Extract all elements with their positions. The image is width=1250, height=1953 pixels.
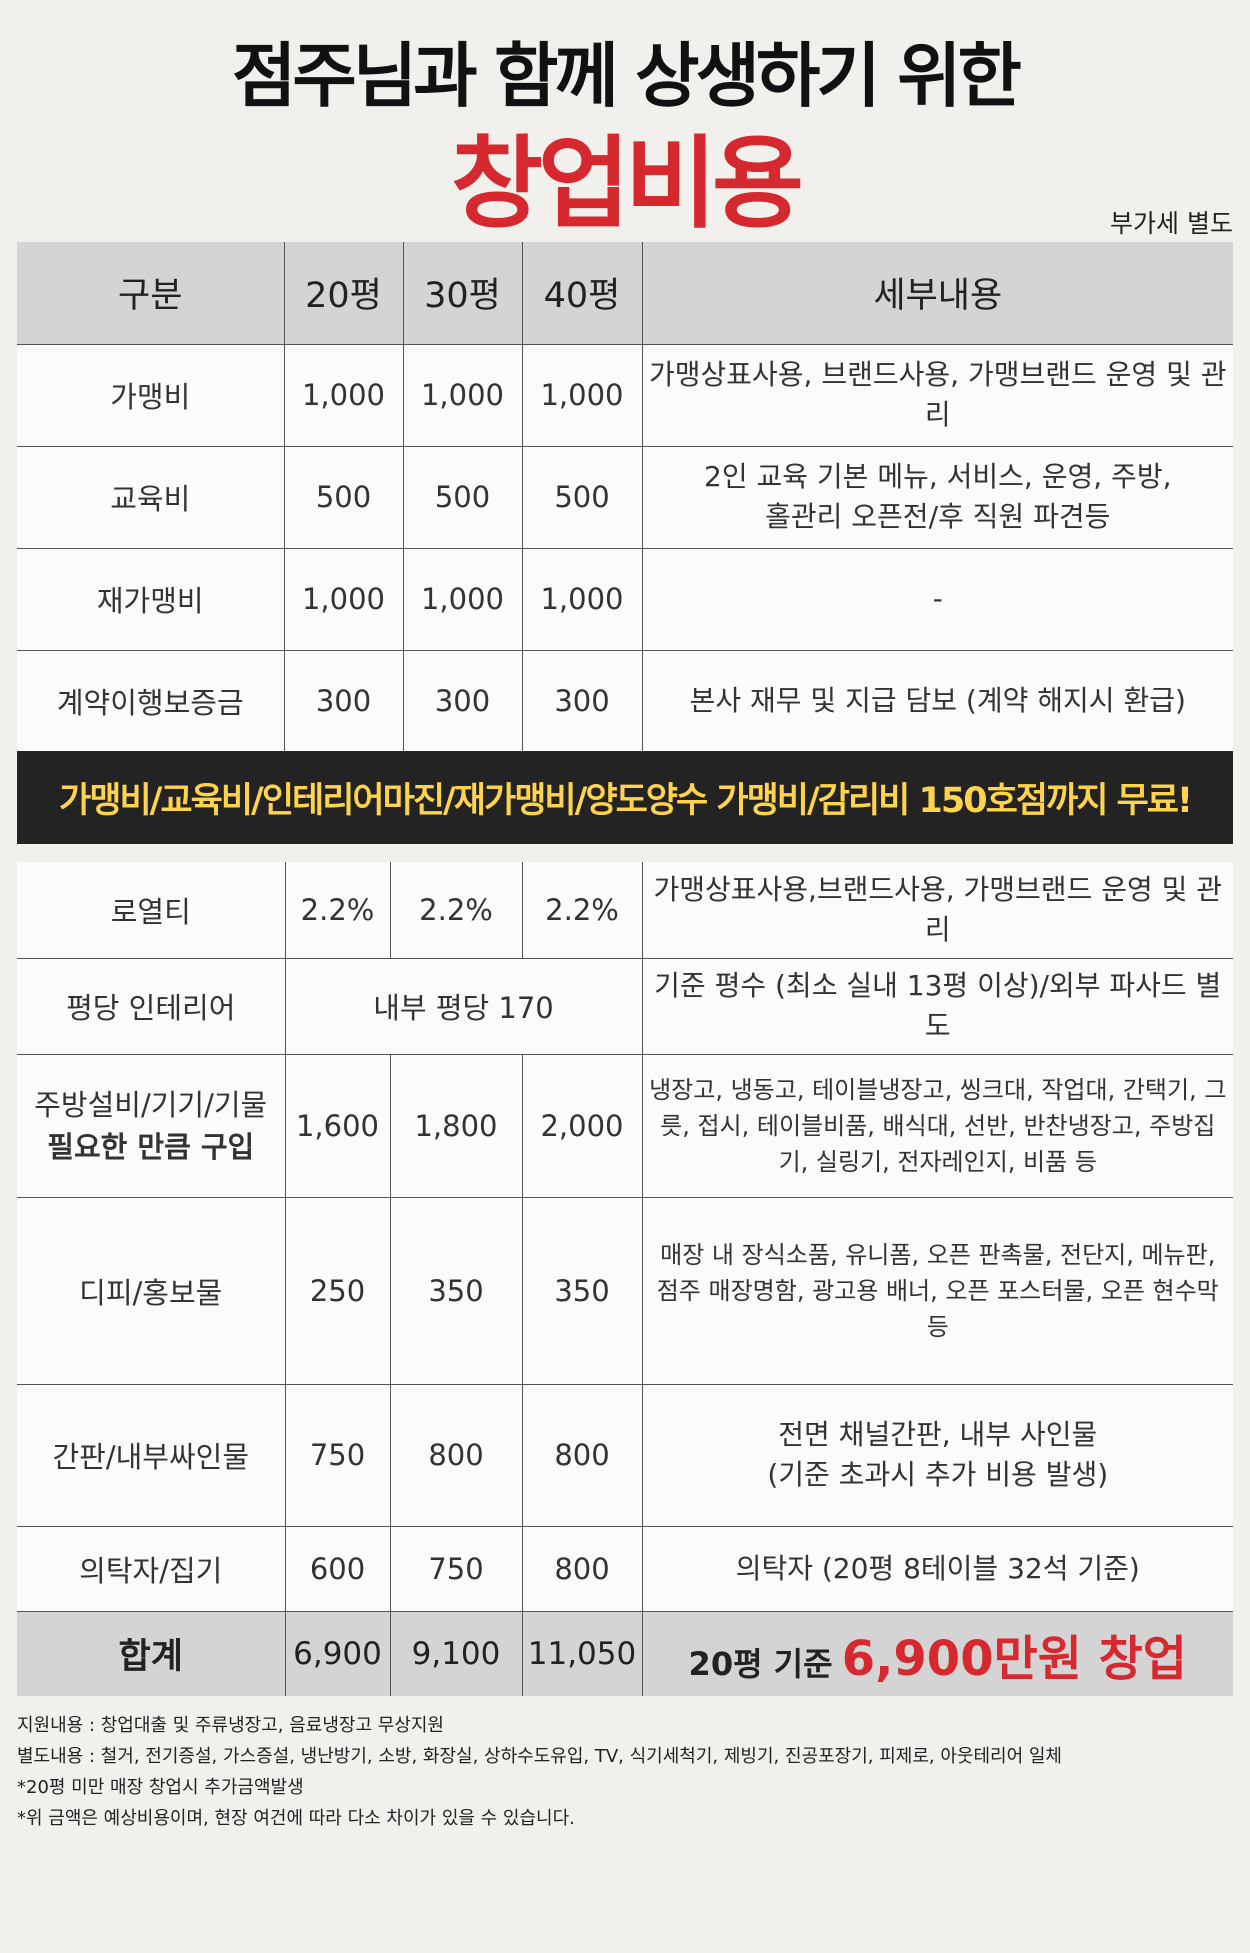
row-value-20: 1,000 [283,547,404,651]
header-20: 20평 [283,242,404,345]
row-detail-line: 2인 교육 기본 메뉴, 서비스, 운영, 주방, [704,460,1172,493]
total-value-30: 9,100 [389,1610,523,1696]
table-row: 재가맹비 1,000 1,000 1,000 - [17,547,1233,651]
row-value-40: 1,000 [521,547,643,651]
row-name: 디피/홍보물 [17,1196,286,1385]
table-row: 디피/홍보물 250 350 350 매장 내 장식소품, 유니폼, 오픈 판촉… [17,1196,1233,1385]
row-value-20: 250 [284,1196,391,1385]
row-name: 로열티 [17,862,286,959]
free-promo-banner: 가맹비/교육비/인테리어마진/재가맹비/양도양수 가맹비/감리비 150호점까지… [17,751,1233,844]
row-value-40: 1,000 [521,343,643,447]
row-value-30: 2.2% [389,862,523,959]
row-value-40: 2,000 [521,1053,643,1198]
total-detail: 20평 기준 6,900만원 창업 [641,1610,1233,1696]
row-detail: 가맹상표사용, 브랜드사용, 가맹브랜드 운영 및 관리 [641,343,1233,447]
row-value-30: 350 [389,1196,523,1385]
row-name: 주방설비/기기/기물 필요한 만큼 구입 [17,1053,286,1198]
cost-table-bottom: 로열티 2.2% 2.2% 2.2% 가맹상표사용,브랜드사용, 가맹브랜드 운… [17,862,1233,1696]
row-detail: 냉장고, 냉동고, 테이블냉장고, 씽크대, 작업대, 간택기, 그릇, 접시,… [641,1053,1233,1198]
row-name: 계약이행보증금 [17,649,285,752]
row-value-20: 600 [284,1525,391,1612]
row-detail-line: (기준 초과시 추가 비용 발생) [767,1458,1109,1491]
row-value-40: 800 [521,1525,643,1612]
header-details: 세부내용 [641,242,1233,345]
row-detail-line: 전면 채널간판, 내부 사인물 [778,1418,1098,1451]
cost-table-top: 구분 20평 30평 40평 세부내용 가맹비 1,000 1,000 1,00… [17,242,1233,752]
total-label: 합계 [17,1610,286,1696]
row-value-30: 1,000 [402,343,523,447]
total-detail-lead: 20평 기준 [688,1644,833,1683]
table-row: 의탁자/집기 600 750 800 의탁자 (20평 8테이블 32석 기준) [17,1525,1233,1612]
row-value-20: 2.2% [284,862,391,959]
row-value-merged: 내부 평당 170 [284,957,643,1055]
row-value-20: 300 [283,649,404,752]
row-value-40: 800 [521,1383,643,1527]
row-detail: 의탁자 (20평 8테이블 32석 기준) [641,1525,1233,1612]
row-detail: 전면 채널간판, 내부 사인물 (기준 초과시 추가 비용 발생) [641,1383,1233,1527]
row-name: 재가맹비 [17,547,285,651]
row-name: 평당 인테리어 [17,957,286,1055]
row-value-20: 750 [284,1383,391,1527]
total-value-40: 11,050 [521,1610,643,1696]
row-detail: 2인 교육 기본 메뉴, 서비스, 운영, 주방, 홀관리 오픈전/후 직원 파… [641,445,1233,549]
row-detail: - [641,547,1233,651]
table-row: 평당 인테리어 내부 평당 170 기준 평수 (최소 실내 13평 이상)/외… [17,957,1233,1055]
row-value-20: 500 [283,445,404,549]
row-value-30: 1,000 [402,547,523,651]
table-row: 교육비 500 500 500 2인 교육 기본 메뉴, 서비스, 운영, 주방… [17,445,1233,549]
table-header-row: 구분 20평 30평 40평 세부내용 [17,242,1233,345]
row-value-30: 300 [402,649,523,752]
vat-note: 부가세 별도 [1110,209,1233,238]
row-detail: 매장 내 장식소품, 유니폼, 오픈 판촉물, 전단지, 메뉴판, 점주 매장명… [641,1196,1233,1385]
note-estimate: *위 금액은 예상비용이며, 현장 여건에 따라 다소 차이가 있을 수 있습니… [17,1808,575,1829]
row-detail: 가맹상표사용,브랜드사용, 가맹브랜드 운영 및 관리 [641,862,1233,959]
row-value-40: 2.2% [521,862,643,959]
total-row: 합계 6,900 9,100 11,050 20평 기준 6,900만원 창업 [17,1610,1233,1696]
row-name-emphasis: 필요한 만큼 구입 [47,1129,255,1164]
row-value-30: 1,800 [389,1053,523,1198]
row-name-line: 주방설비/기기/기물 [34,1087,268,1122]
note-separate: 별도내용 : 철거, 전기증설, 가스증설, 냉난방기, 소방, 화장실, 상하… [17,1746,1062,1767]
table-row: 가맹비 1,000 1,000 1,000 가맹상표사용, 브랜드사용, 가맹브… [17,343,1233,447]
row-value-40: 300 [521,649,643,752]
note-under20: *20평 미만 매장 창업시 추가금액발생 [17,1777,304,1798]
header-40: 40평 [521,242,643,345]
header-category: 구분 [17,242,285,345]
row-detail-line: 홀관리 오픈전/후 직원 파견등 [765,500,1111,533]
row-detail: 기준 평수 (최소 실내 13평 이상)/외부 파사드 별도 [641,957,1233,1055]
row-name: 간판/내부싸인물 [17,1383,286,1527]
page-title-main: 창업비용 [451,125,804,242]
row-value-40: 500 [521,445,643,549]
row-value-30: 800 [389,1383,523,1527]
row-value-40: 350 [521,1196,643,1385]
row-name: 의탁자/집기 [17,1525,286,1612]
row-value-30: 500 [402,445,523,549]
page-title: 점주님과 함께 상생하기 위한 [232,35,1022,117]
header-30: 30평 [402,242,523,345]
row-name: 가맹비 [17,343,285,447]
total-highlight: 6,900만원 창업 [841,1630,1187,1687]
table-row: 계약이행보증금 300 300 300 본사 재무 및 지급 담보 (계약 해지… [17,649,1233,752]
row-value-20: 1,000 [283,343,404,447]
table-row: 주방설비/기기/기물 필요한 만큼 구입 1,600 1,800 2,000 냉… [17,1053,1233,1198]
row-name: 교육비 [17,445,285,549]
note-support: 지원내용 : 창업대출 및 주류냉장고, 음료냉장고 무상지원 [17,1715,444,1736]
row-value-30: 750 [389,1525,523,1612]
table-row: 간판/내부싸인물 750 800 800 전면 채널간판, 내부 사인물 (기준… [17,1383,1233,1527]
row-detail: 본사 재무 및 지급 담보 (계약 해지시 환급) [641,649,1233,752]
total-value-20: 6,900 [284,1610,391,1696]
footnotes: 지원내용 : 창업대출 및 주류냉장고, 음료냉장고 무상지원 별도내용 : 철… [17,1710,1062,1834]
table-row: 로열티 2.2% 2.2% 2.2% 가맹상표사용,브랜드사용, 가맹브랜드 운… [17,862,1233,959]
row-value-20: 1,600 [284,1053,391,1198]
